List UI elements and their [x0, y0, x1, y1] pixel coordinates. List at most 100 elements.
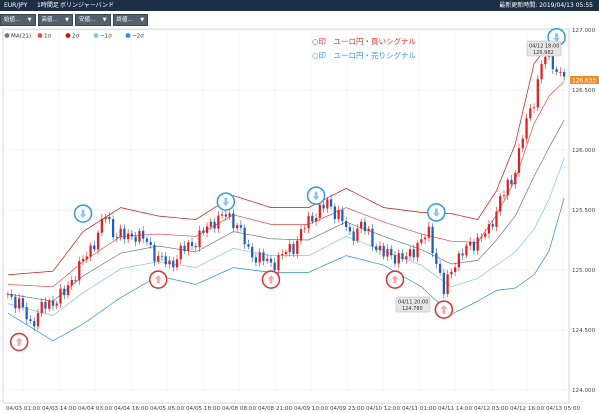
candle-body: [423, 237, 427, 240]
candle-body: [25, 307, 28, 320]
candle-body: [288, 244, 291, 252]
candle-body: [157, 255, 160, 262]
close-price-dropdown[interactable]: 終値… ▼: [112, 14, 149, 26]
candle-body: [29, 319, 32, 322]
candle-body: [506, 179, 509, 196]
candle-body: [544, 56, 547, 65]
x-tick-label: 04/09 10:00: [294, 406, 328, 412]
plot-area: [2, 28, 570, 404]
candle-body: [284, 251, 288, 255]
candle-body: [529, 108, 532, 119]
arrow-down-icon: [79, 209, 87, 219]
candle-body: [476, 237, 479, 251]
candle-body: [262, 252, 265, 261]
candle-body: [499, 196, 502, 212]
x-tick-label: 04/08 21:00: [258, 406, 292, 412]
arrow-up-icon: [440, 305, 448, 314]
candle-body: [469, 241, 472, 246]
y-tick-label: 124.500: [572, 328, 596, 334]
candle-body: [202, 230, 205, 233]
candle-body: [277, 255, 280, 271]
candle-body: [454, 267, 457, 272]
candle-body: [532, 107, 536, 109]
candle-body: [480, 236, 483, 238]
open-price-label: 始値…: [4, 17, 21, 23]
candle-body: [239, 225, 243, 228]
candle-body: [251, 246, 254, 258]
open-price-dropdown[interactable]: 始値… ▼: [0, 14, 36, 26]
candle-body: [450, 271, 453, 275]
candle-body: [175, 259, 179, 268]
candle-body: [130, 233, 134, 237]
candle-body: [378, 245, 382, 251]
candle-body: [247, 244, 250, 247]
candle-body: [127, 233, 130, 240]
x-tick-label: 04/11 01:00: [402, 406, 436, 412]
candle-body: [420, 239, 423, 243]
legend-swatch: [37, 33, 43, 38]
candle-body: [442, 272, 445, 294]
low-tooltip: 04/11 20:00 124.780: [395, 296, 431, 313]
candle-body: [14, 296, 17, 309]
arrow-down-icon: [312, 191, 320, 201]
low-price-dropdown[interactable]: 安値… ▼: [75, 14, 111, 26]
candle-body: [138, 230, 141, 242]
low-price-label: 安値…: [79, 17, 96, 23]
candle-body: [145, 238, 149, 242]
legend-label: MA(21): [11, 34, 31, 40]
buy-signal-note: ○印 ユーロ円・買いシグナル: [312, 36, 417, 46]
band-minus-2sigma: [7, 197, 565, 342]
candle-body: [269, 258, 273, 263]
candle-body: [514, 172, 517, 185]
candle-body: [536, 79, 539, 108]
high-tooltip-price: 126.982: [533, 50, 554, 56]
high-tooltip: 04/12 18:00 126.982: [526, 40, 562, 57]
x-tick-label: 04/04 03:00: [78, 406, 112, 412]
candle-body: [322, 204, 325, 209]
legend-swatch: [65, 33, 71, 38]
candle-body: [318, 204, 321, 219]
chevron-down-icon: ▼: [140, 17, 145, 23]
candle-body: [292, 244, 295, 255]
candle-body: [326, 199, 329, 209]
candle-body: [329, 199, 333, 207]
candle-body: [281, 254, 284, 256]
title-bar: EUR/JPY 1時間足 ボリンジャーバンド 最新更新時間: 2019/04/1…: [0, 0, 599, 11]
legend-label: 2σ: [72, 34, 80, 40]
chevron-down-icon: ▼: [102, 17, 107, 23]
candle-body: [438, 263, 442, 273]
candle-body: [40, 301, 43, 314]
candle-body: [412, 249, 415, 258]
candle-body: [70, 279, 73, 286]
candle-body: [307, 215, 310, 229]
candle-body: [446, 274, 449, 294]
candle-body: [243, 227, 246, 245]
candle-body: [142, 230, 145, 239]
y-tick-label: 127.000: [572, 28, 596, 34]
candle-body: [540, 64, 543, 80]
candle-body: [416, 242, 419, 258]
arrow-up-icon: [267, 275, 275, 284]
candle-body: [183, 245, 186, 251]
candle-body: [100, 218, 103, 233]
y-tick-label: 124.000: [572, 388, 596, 394]
candle-body: [472, 241, 476, 251]
high-price-dropdown[interactable]: 高値… ▼: [37, 14, 74, 26]
candle-body: [18, 298, 21, 309]
candle-body: [382, 245, 385, 257]
candle-body: [153, 244, 156, 262]
low-tooltip-time: 04/11 20:00: [398, 300, 428, 306]
candle-body: [224, 214, 227, 217]
y-axis: 124.000 124.500 125.000 125.500 126.000 126.5…: [572, 28, 596, 394]
legend-swatch: [93, 33, 99, 38]
candle-body: [48, 300, 51, 309]
candle-body: [431, 226, 434, 254]
candle-body: [314, 218, 318, 222]
x-tick-label: 04/05 18:00: [186, 406, 220, 412]
x-tick-label: 04/10 12:00: [366, 406, 400, 412]
candle-body: [187, 242, 190, 251]
candle-body: [190, 242, 194, 246]
candle-body: [108, 217, 111, 220]
candle-body: [111, 219, 115, 238]
